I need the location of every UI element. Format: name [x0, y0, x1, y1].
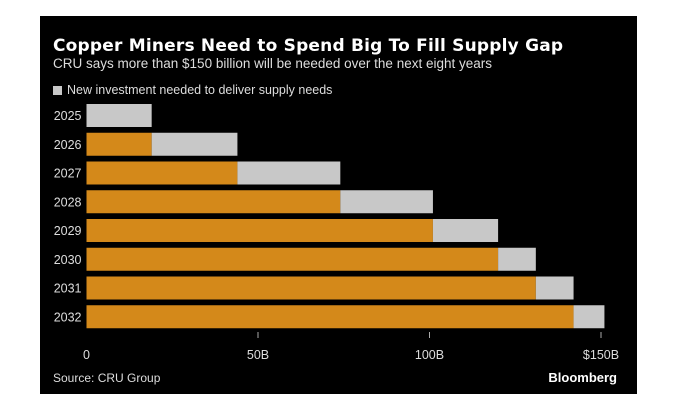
- chart-title: Copper Miners Need to Spend Big To Fill …: [53, 36, 564, 56]
- x-tick-label: 0: [83, 348, 90, 362]
- bar-segment: [498, 247, 536, 271]
- bar-segment: [86, 132, 152, 156]
- category-label: 2025: [54, 109, 82, 123]
- category-label: 2032: [54, 310, 82, 324]
- legend: New investment needed to deliver supply …: [53, 83, 332, 97]
- category-label: 2026: [54, 138, 82, 152]
- bar-segment: [86, 190, 341, 214]
- chart-panel: Copper Miners Need to Spend Big To Fill …: [40, 16, 637, 394]
- bar-segment: [573, 305, 605, 329]
- bar-segment: [237, 161, 341, 185]
- bar-segment: [535, 276, 574, 300]
- x-tick-label: 100B: [415, 348, 444, 362]
- bar-segment: [86, 247, 499, 271]
- legend-swatch: [53, 85, 62, 95]
- chart-subtitle: CRU says more than $150 billion will be …: [53, 56, 492, 71]
- bar-segment: [86, 305, 574, 329]
- bar-segment: [432, 219, 499, 242]
- bar-segment: [86, 161, 238, 185]
- x-tick-label: $150B: [583, 348, 619, 362]
- bar-segment: [340, 190, 433, 214]
- bar-segment: [151, 132, 238, 156]
- source-note: Source: CRU Group: [53, 371, 161, 385]
- category-label: 2030: [54, 253, 82, 267]
- category-label: 2031: [54, 282, 82, 296]
- bar-segment: [86, 104, 152, 127]
- legend-label: New investment needed to deliver supply …: [67, 83, 333, 97]
- bloomberg-logo: Bloomberg: [548, 370, 617, 385]
- category-label: 2027: [54, 167, 82, 181]
- x-tick-label: 50B: [247, 348, 269, 362]
- category-label: 2029: [54, 224, 82, 238]
- plot-area: 2025 2026 2027 2028 2029 2030 2031 2032 0 50B 100B…: [54, 104, 619, 362]
- category-label: 2028: [54, 195, 82, 209]
- bar-segment: [86, 276, 536, 300]
- bar-segment: [86, 219, 433, 242]
